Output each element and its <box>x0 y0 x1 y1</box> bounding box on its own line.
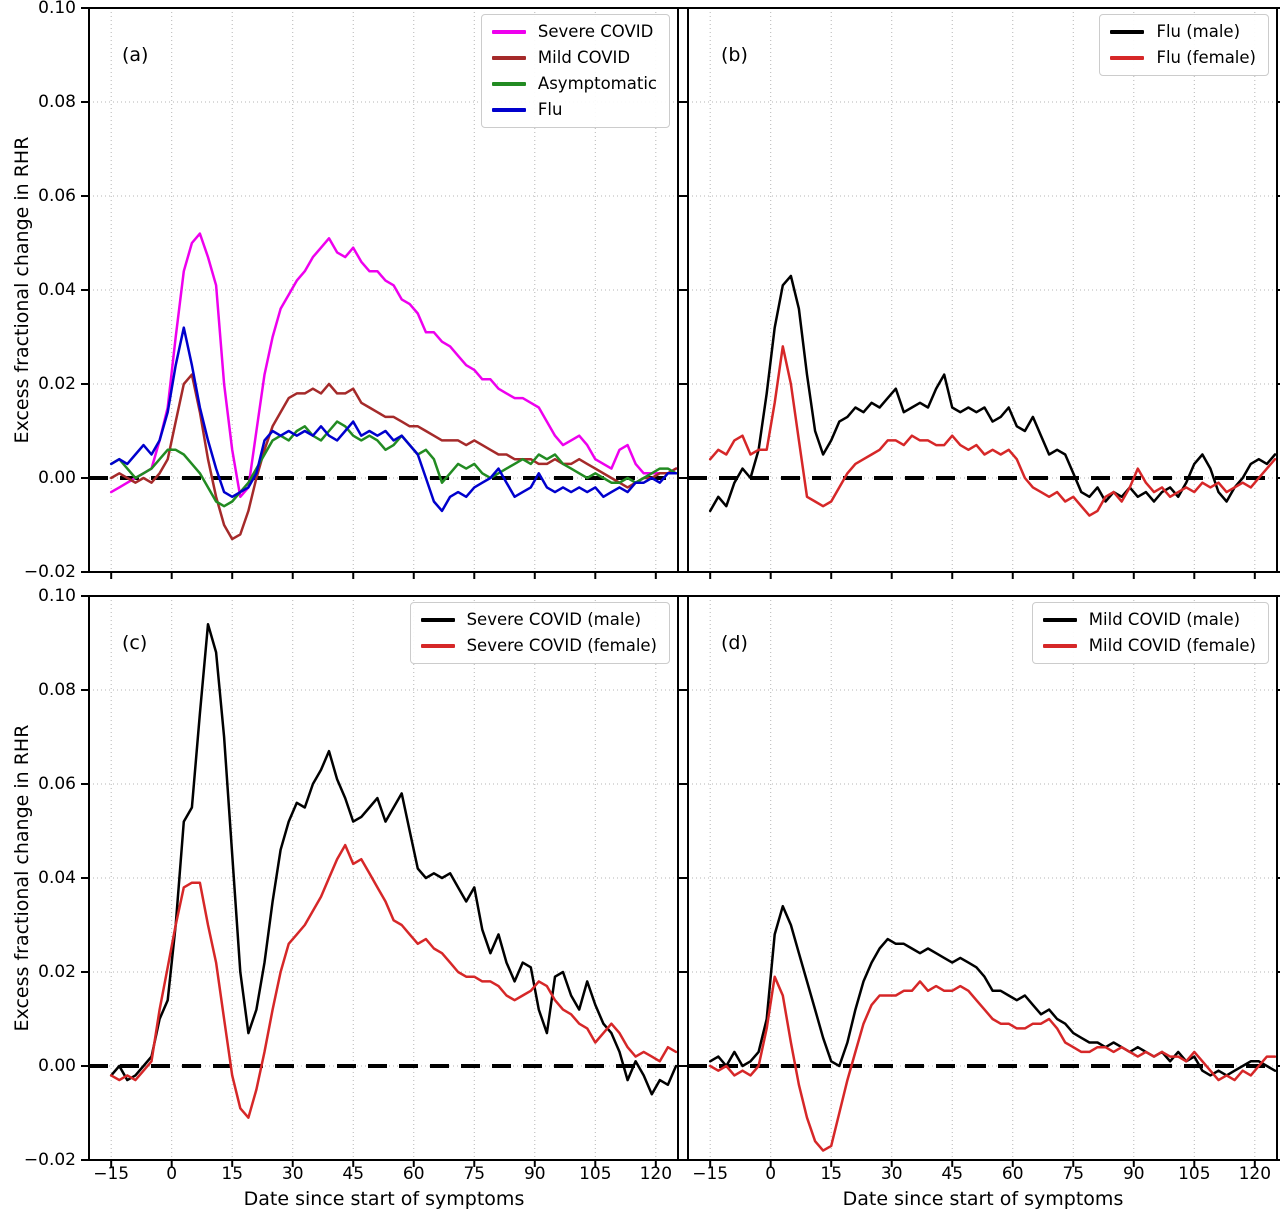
legend-item: Flu <box>491 100 657 120</box>
legend-item: Mild COVID <box>491 48 657 68</box>
y-tick-label: 0.04 <box>38 868 76 888</box>
legend-label: Severe COVID <box>537 22 654 41</box>
x-tick-label: 30 <box>281 1164 304 1184</box>
series-line-mild-covid-female <box>708 975 1277 1152</box>
y-tick-label: 0.06 <box>38 774 76 794</box>
x-tick-label: 60 <box>402 1164 425 1184</box>
legend-swatch-asymptomatic <box>491 82 526 86</box>
plot-area-a <box>81 7 684 579</box>
legend-b: Flu (male) Flu (female) <box>1099 14 1269 76</box>
series-line-severe-covid <box>109 232 678 499</box>
legend-swatch-severe-covid-male <box>420 618 455 622</box>
legend-item: Flu (female) <box>1110 48 1256 68</box>
legend-swatch-flu-male <box>1110 30 1145 34</box>
y-tick-label: 0.04 <box>38 280 76 300</box>
y-tick-label: −0.02 <box>23 1150 76 1170</box>
x-tick-label: 75 <box>463 1164 486 1184</box>
panel-c: (c) Severe COVID (male) Severe COVID (fema… <box>81 595 684 1167</box>
legend-swatch-flu-female <box>1110 56 1145 60</box>
legend-item: Severe COVID (male) <box>420 610 657 630</box>
x-tick-label: 120 <box>1238 1164 1272 1184</box>
legend-swatch-severe-covid-female <box>420 644 455 648</box>
y-tick-label: −0.02 <box>23 562 76 582</box>
y-tick-label: 0.02 <box>38 374 76 394</box>
legend-label: Mild COVID (male) <box>1088 610 1241 629</box>
legend-item: Flu (male) <box>1110 22 1256 42</box>
plot-area-c <box>81 595 684 1167</box>
series-line-mild-covid <box>109 373 678 541</box>
y-tick-label: 0.06 <box>38 186 76 206</box>
series-line-flu-male <box>708 274 1277 513</box>
legend-label: Severe COVID (female) <box>466 636 657 655</box>
legend-d: Mild COVID (male) Mild COVID (female) <box>1031 602 1269 664</box>
y-tick-label: 0.02 <box>38 962 76 982</box>
x-tick-label: 15 <box>221 1164 244 1184</box>
series-line-flu-female <box>708 345 1277 517</box>
series-line-severe-covid-male <box>109 622 678 1096</box>
y-tick-label: 0.00 <box>38 468 76 488</box>
y-tick-label: 0.10 <box>38 586 76 606</box>
legend-label: Severe COVID (male) <box>466 610 642 629</box>
x-axis-label-left: Date since start of symptoms <box>243 1188 525 1210</box>
y-tick-label: 0.08 <box>38 92 76 112</box>
x-tick-label: 30 <box>880 1164 903 1184</box>
series-line-severe-covid-female <box>109 843 678 1119</box>
panel-a: (a) Severe COVID Mild COVID Asymptomatic Flu <box>81 7 684 579</box>
series-line-flu <box>109 326 678 513</box>
y-tick-label: 0.08 <box>38 680 76 700</box>
legend-label: Flu (female) <box>1156 48 1256 67</box>
x-tick-label: 90 <box>1122 1164 1145 1184</box>
legend-item: Asymptomatic <box>491 74 657 94</box>
legend-swatch-severe-covid <box>491 30 526 34</box>
legend-swatch-mild-covid-male <box>1042 618 1077 622</box>
panel-d: (d) Mild COVID (male) Mild COVID (female) <box>680 595 1280 1167</box>
legend-label: Flu <box>537 100 563 119</box>
legend-label: Asymptomatic <box>537 74 657 93</box>
legend-item: Severe COVID <box>491 22 657 42</box>
legend-label: Mild COVID (female) <box>1088 636 1256 655</box>
x-tick-label: 90 <box>523 1164 546 1184</box>
x-tick-label: 120 <box>639 1164 673 1184</box>
x-tick-label: 105 <box>579 1164 612 1184</box>
y-tick-label: 0.10 <box>38 0 76 18</box>
legend-swatch-flu <box>491 108 526 112</box>
panel-letter-c: (c) <box>122 632 148 654</box>
x-tick-label: 0 <box>166 1164 178 1184</box>
y-tick-label: 0.00 <box>38 1056 76 1076</box>
plot-area-b <box>680 7 1280 579</box>
legend-a: Severe COVID Mild COVID Asymptomatic Flu <box>480 14 670 128</box>
legend-c: Severe COVID (male) Severe COVID (female) <box>409 602 670 664</box>
x-tick-label: 105 <box>1178 1164 1211 1184</box>
plot-area-d <box>680 595 1280 1167</box>
panel-b: (b) Flu (male) Flu (female) <box>680 7 1280 579</box>
legend-label: Mild COVID <box>537 48 631 67</box>
legend-item: Mild COVID (male) <box>1042 610 1256 630</box>
legend-label: Flu (male) <box>1156 22 1241 41</box>
x-tick-label: 75 <box>1062 1164 1085 1184</box>
panel-letter-a: (a) <box>122 44 149 66</box>
x-axis-label-right: Date since start of symptoms <box>842 1188 1124 1210</box>
legend-item: Severe COVID (female) <box>420 636 657 656</box>
legend-swatch-mild-covid-female <box>1042 644 1077 648</box>
x-tick-label: 60 <box>1001 1164 1024 1184</box>
x-tick-label: 45 <box>941 1164 964 1184</box>
panel-letter-d: (d) <box>721 632 748 654</box>
x-tick-label: −15 <box>93 1164 130 1184</box>
x-tick-label: 15 <box>820 1164 843 1184</box>
legend-item: Mild COVID (female) <box>1042 636 1256 656</box>
panel-letter-b: (b) <box>721 44 748 66</box>
x-tick-label: 45 <box>342 1164 365 1184</box>
series-line-mild-covid-male <box>708 904 1277 1077</box>
legend-swatch-mild-covid <box>491 56 526 60</box>
x-tick-label: 0 <box>765 1164 777 1184</box>
series-line-asymptomatic <box>109 420 678 508</box>
x-tick-label: −15 <box>692 1164 729 1184</box>
